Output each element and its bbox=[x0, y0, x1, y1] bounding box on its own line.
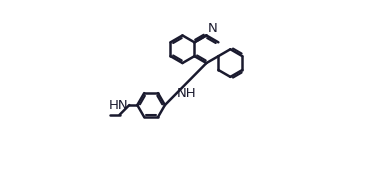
Text: HN: HN bbox=[109, 99, 128, 112]
Text: NH: NH bbox=[177, 87, 197, 100]
Text: N: N bbox=[208, 22, 217, 35]
